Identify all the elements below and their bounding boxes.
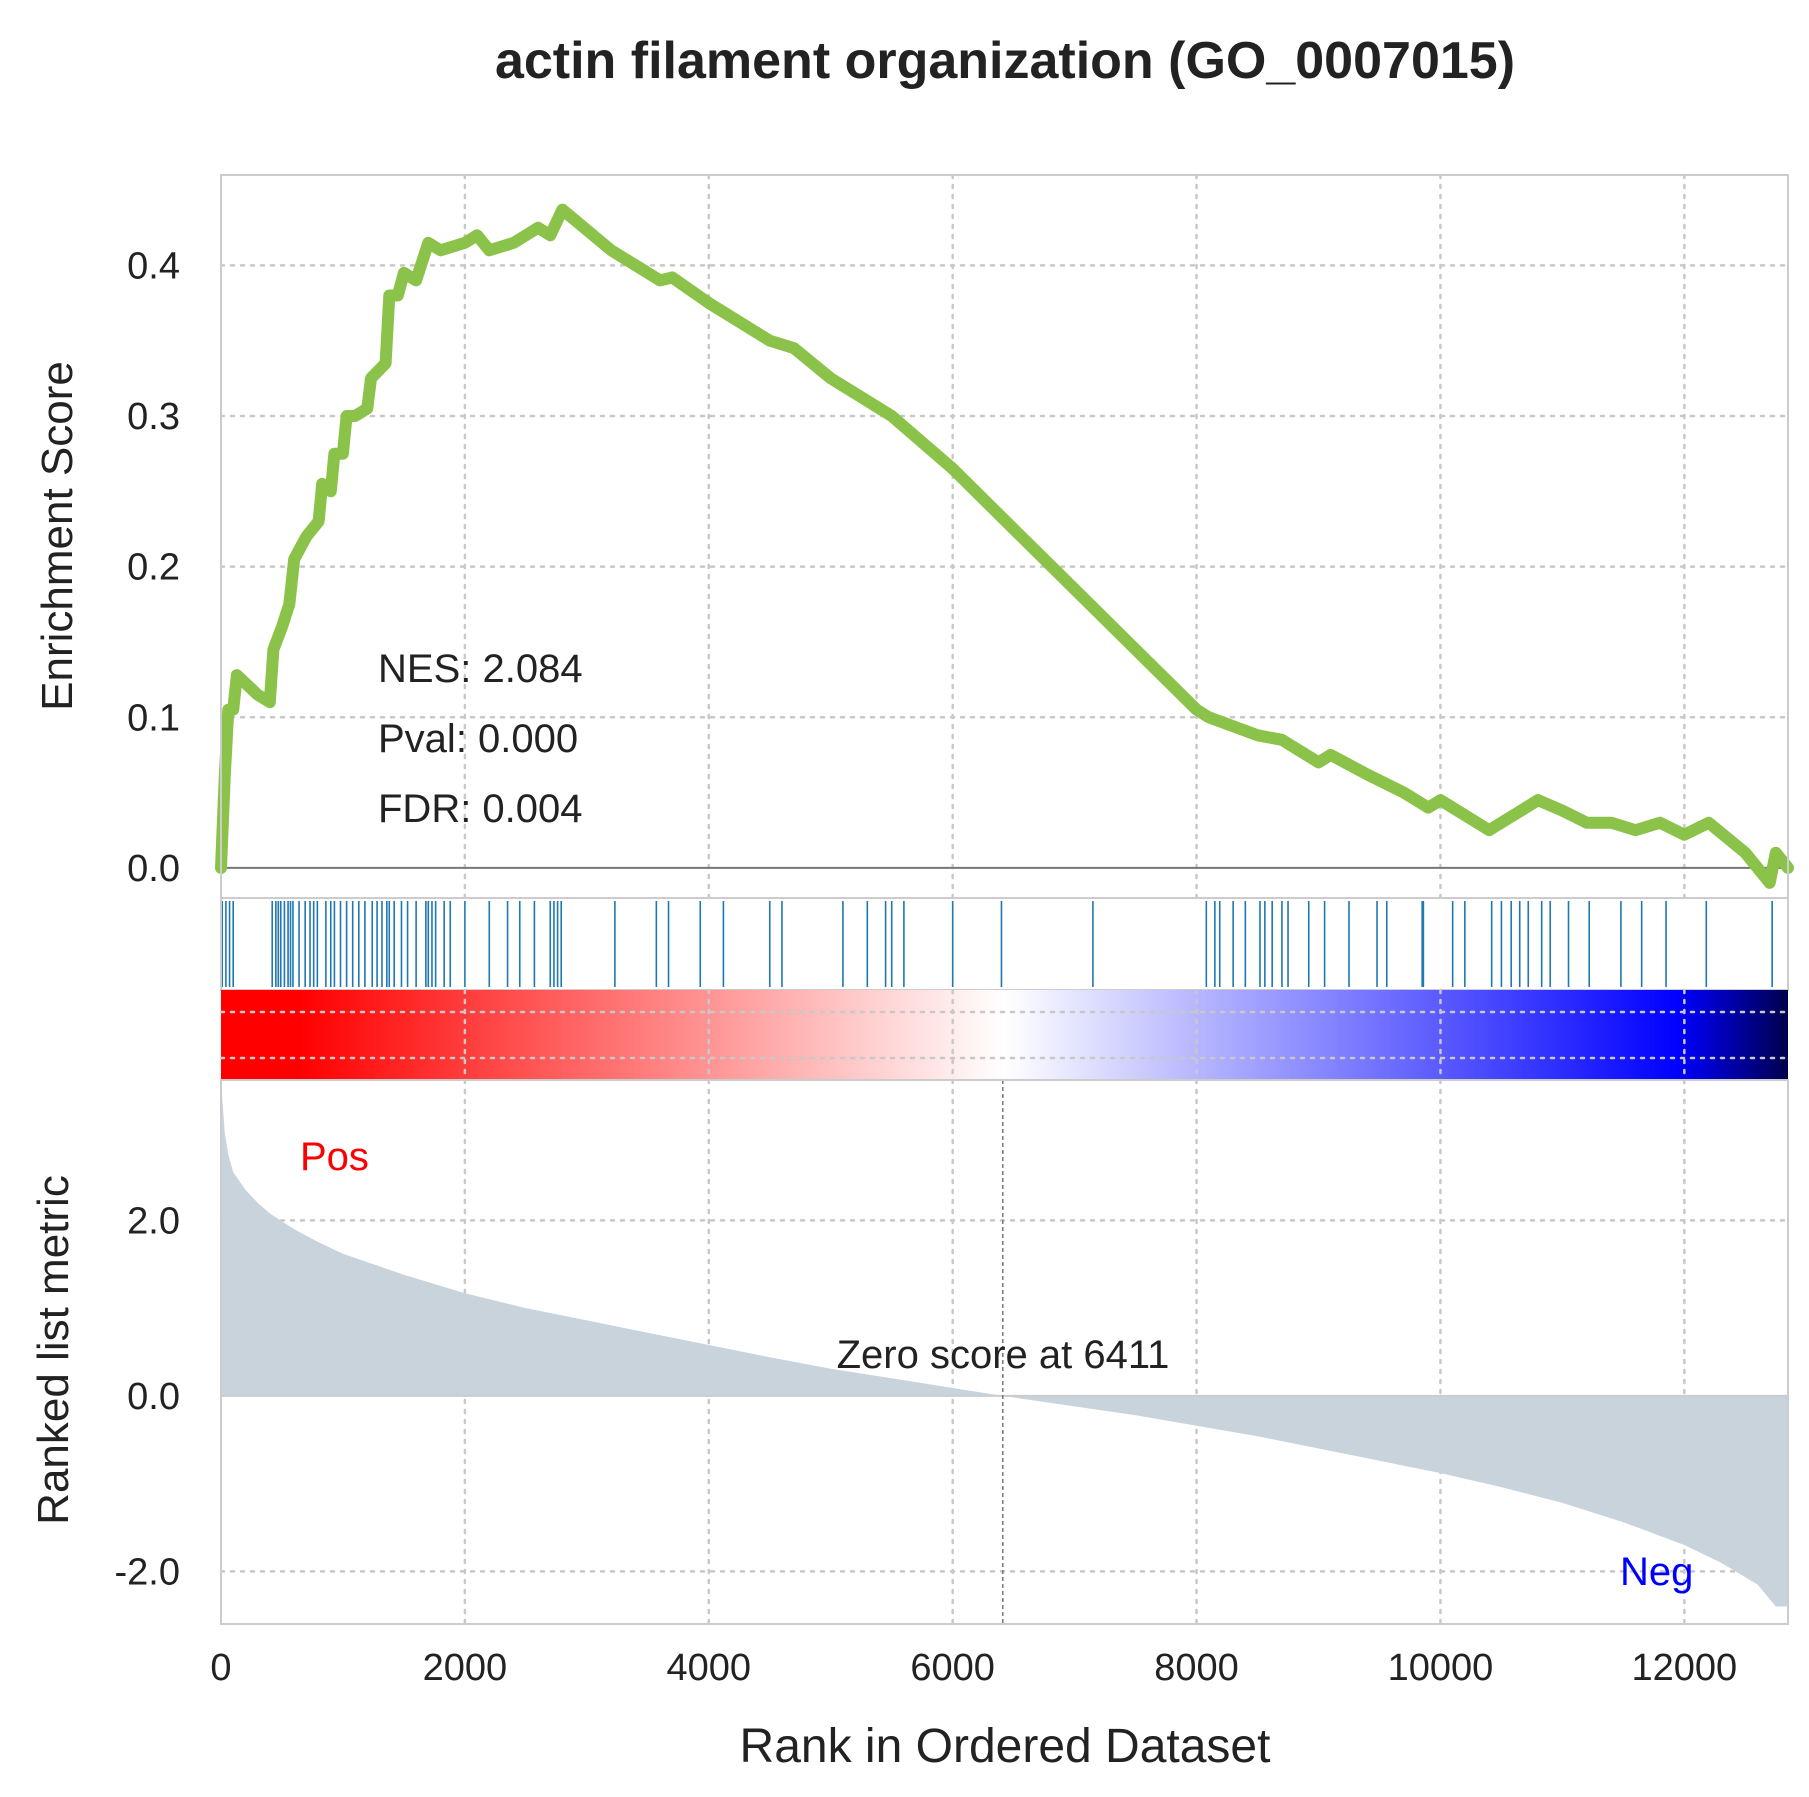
nes-stat: NES: 2.084 xyxy=(378,647,583,691)
x-tick-label: 8000 xyxy=(1154,1647,1239,1689)
hits-panel xyxy=(220,897,1789,991)
colorbar-grid xyxy=(219,988,1790,1082)
enrichment-grid xyxy=(219,173,1790,900)
ranked-y-label: Ranked list metric xyxy=(29,1175,78,1525)
fdr-stat: FDR: 0.004 xyxy=(378,787,583,831)
ranked-y-tick-label: 0.0 xyxy=(127,1376,180,1418)
ranked-frame xyxy=(220,1079,1789,1625)
x-tick-label: 2000 xyxy=(423,1647,508,1689)
neg-label: Neg xyxy=(1620,1550,1693,1594)
enrichment-y-tick-label: 0.0 xyxy=(127,848,180,890)
x-tick-label: 10000 xyxy=(1388,1647,1494,1689)
x-axis-ticks: 0 2000 4000 6000 8000 10000 12000 xyxy=(210,1647,1737,1689)
chart-title: actin filament organization (GO_0007015) xyxy=(495,32,1515,90)
zero-score-label: Zero score at 6411 xyxy=(837,1333,1170,1377)
x-axis-label: Rank in Ordered Dataset xyxy=(740,1720,1271,1773)
pval-stat: Pval: 0.000 xyxy=(378,717,578,761)
ranked-metric-area xyxy=(221,1080,1788,1607)
running-enrichment-line xyxy=(215,203,1794,889)
hits-frame xyxy=(220,897,1789,991)
x-tick-label: 4000 xyxy=(667,1647,752,1689)
enrichment-y-tick-label: 0.3 xyxy=(127,396,180,438)
ranked-y-ticks: -2.0 0.0 2.0 xyxy=(115,1200,180,1593)
colorbar-panel xyxy=(219,988,1790,1082)
pos-label: Pos xyxy=(300,1135,369,1179)
rank-colorbar xyxy=(221,990,1788,1080)
enrichment-panel: 0.0 0.1 0.2 0.3 0.4 Enrichment Score NES: 2.… xyxy=(33,173,1794,900)
x-tick-label: 12000 xyxy=(1632,1647,1738,1689)
x-tick-label: 0 xyxy=(210,1647,231,1689)
enrichment-y-ticks: 0.0 0.1 0.2 0.3 0.4 xyxy=(127,245,180,890)
ranked-y-tick-label: 2.0 xyxy=(127,1200,180,1242)
ranked-panel: -2.0 0.0 2.0 Ranked list metric Pos Neg Ze… xyxy=(29,1078,1790,1626)
enrichment-y-tick-label: 0.4 xyxy=(127,245,180,287)
enrichment-y-label: Enrichment Score xyxy=(33,361,82,711)
enrichment-y-tick-label: 0.1 xyxy=(127,697,180,739)
ranked-y-tick-label: -2.0 xyxy=(115,1551,180,1593)
enrichment-y-tick-label: 0.2 xyxy=(127,547,180,589)
x-tick-label: 6000 xyxy=(910,1647,995,1689)
gene-hit-marks xyxy=(221,901,1773,987)
